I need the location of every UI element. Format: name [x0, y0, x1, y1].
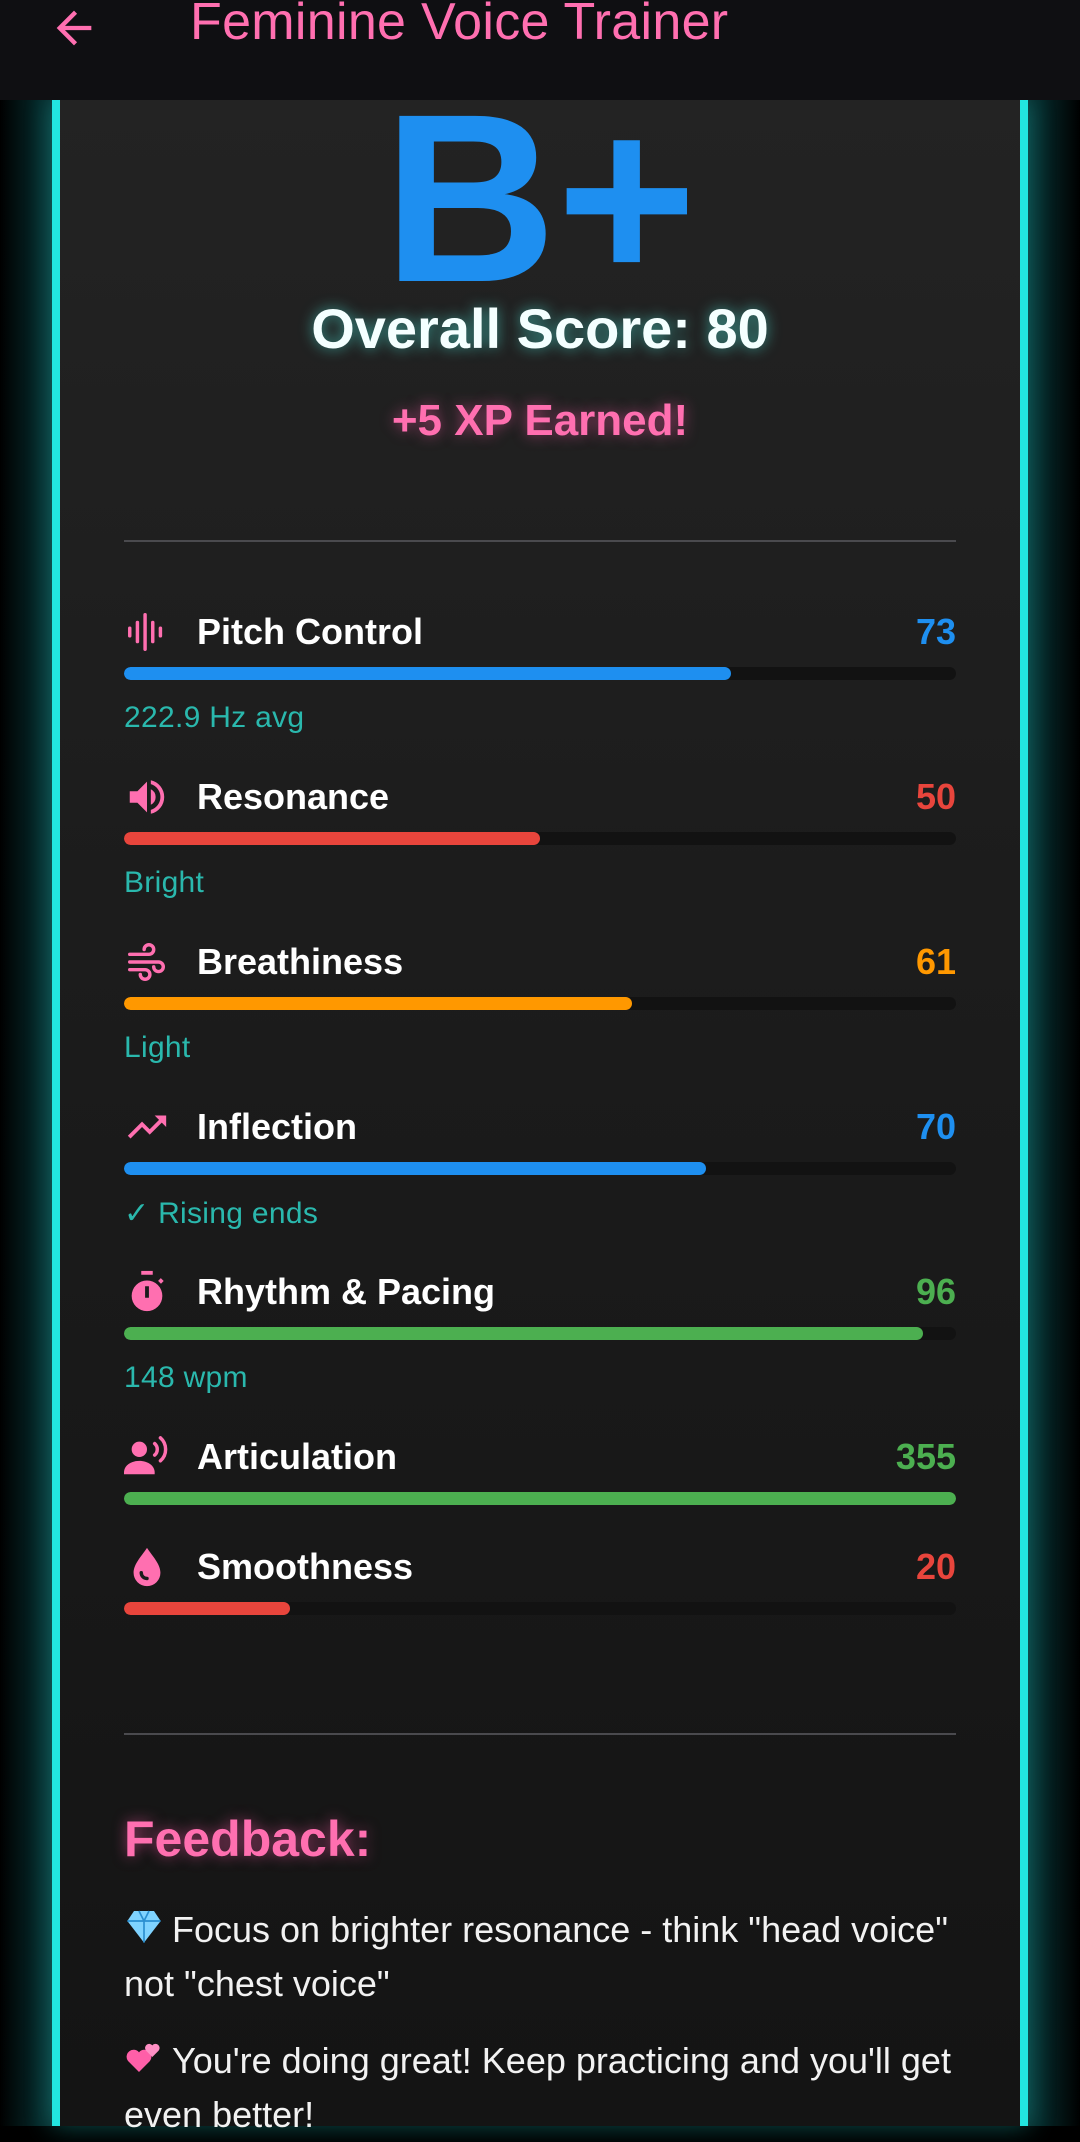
divider-bottom	[124, 1733, 956, 1735]
feedback-title: Feedback:	[124, 1811, 372, 1867]
wind-icon	[128, 943, 165, 981]
metric-detail: ✓ Rising ends	[124, 1197, 319, 1230]
metric-label: Smoothness	[197, 1546, 414, 1587]
progress-track	[124, 997, 956, 1010]
feedback-text: You're doing great! Keep practicing and …	[124, 2040, 951, 2135]
progress-fill	[124, 1492, 956, 1505]
progress-track	[124, 832, 956, 845]
feedback-item: You're doing great! Keep practicing and …	[124, 2034, 964, 2142]
timer-icon	[131, 1270, 164, 1312]
progress-track	[124, 1327, 956, 1340]
progress-track	[124, 667, 956, 680]
feedback-item: Focus on brighter resonance - think "hea…	[124, 1903, 964, 2011]
app-title: Feminine Voice Trainer	[190, 0, 729, 51]
metric-value: 96	[915, 1271, 956, 1312]
feedback-text: Focus on brighter resonance - think "hea…	[124, 1909, 948, 2004]
speaking-person-icon	[124, 1436, 168, 1475]
metric-label: Articulation	[197, 1436, 398, 1477]
xp-earned: +5 XP Earned!	[391, 396, 689, 445]
app-bar: Feminine Voice Trainer	[0, 0, 1080, 100]
progress-fill	[124, 1162, 707, 1175]
results-card	[52, 100, 1028, 2126]
back-arrow-icon[interactable]	[48, 2, 100, 54]
trending-up-icon	[127, 1115, 167, 1139]
metric-detail: Light	[124, 1031, 191, 1064]
two-hearts-icon	[126, 2043, 160, 2072]
overall-score: Overall Score: 80	[311, 297, 769, 360]
progress-fill	[124, 832, 540, 845]
progress-fill	[124, 997, 632, 1010]
progress-fill	[124, 1602, 291, 1615]
waveform-icon	[128, 613, 163, 651]
metric-value: 70	[915, 1106, 956, 1147]
progress-track	[124, 1162, 956, 1175]
progress-fill	[124, 667, 732, 680]
metric-detail: 148 wpm	[124, 1361, 248, 1394]
grade-letter: B+	[383, 64, 697, 332]
metric-label: Resonance	[197, 776, 390, 817]
metric-label: Rhythm & Pacing	[197, 1271, 496, 1312]
progress-fill	[124, 1327, 923, 1340]
metric-value: 50	[915, 776, 956, 817]
drop-icon	[133, 1547, 161, 1587]
metric-value: 61	[915, 941, 956, 982]
metric-value: 73	[915, 611, 956, 652]
metric-value: 20	[915, 1546, 956, 1587]
speaker-icon	[129, 780, 165, 814]
metric-detail: Bright	[124, 866, 205, 899]
gem-icon	[127, 1910, 161, 1943]
divider-top	[124, 540, 956, 542]
metric-label: Pitch Control	[197, 611, 423, 652]
metric-value: 355	[895, 1436, 956, 1477]
progress-track	[124, 1602, 956, 1615]
progress-track	[124, 1492, 956, 1505]
metric-detail: 222.9 Hz avg	[124, 701, 305, 734]
metric-label: Inflection	[197, 1106, 357, 1147]
metric-label: Breathiness	[197, 941, 404, 982]
